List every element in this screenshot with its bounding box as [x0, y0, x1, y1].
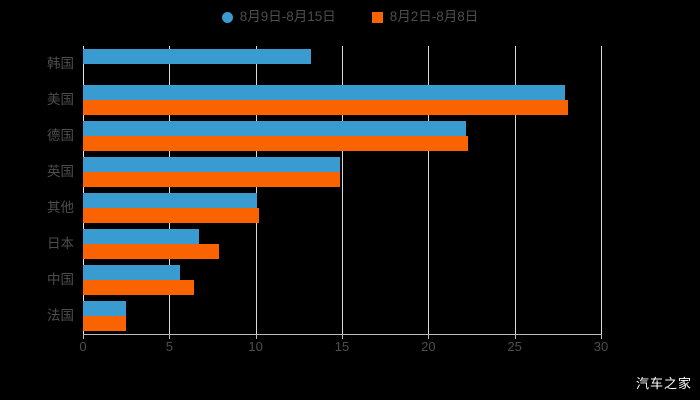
- y-tick-label: 中国: [47, 272, 74, 287]
- bar[interactable]: [83, 121, 467, 136]
- gridline: [255, 46, 257, 334]
- bar[interactable]: [83, 136, 469, 151]
- bar[interactable]: [83, 316, 127, 331]
- x-tick-label: 20: [421, 339, 436, 354]
- bar[interactable]: [83, 208, 260, 223]
- bar-group: [83, 49, 601, 79]
- bar-group: [83, 157, 601, 187]
- gridline: [169, 46, 171, 334]
- bar[interactable]: [83, 193, 258, 208]
- y-tick-label: 英国: [47, 164, 74, 179]
- y-tick-label: 德国: [47, 128, 74, 143]
- y-tick-label: 日本: [47, 236, 74, 251]
- bar-group: [83, 265, 601, 295]
- x-tick-label: 30: [593, 339, 609, 354]
- gridline: [342, 46, 343, 334]
- bar[interactable]: [83, 85, 565, 100]
- tick-mark: [83, 334, 84, 339]
- x-axis-labels: 0 5 10 15 20 25 30: [0, 339, 700, 359]
- tick-mark: [255, 334, 257, 339]
- chart-legend: 8月9日-8月15日 8月2日-8月8日: [0, 6, 700, 28]
- gridline: [83, 46, 84, 334]
- tick-mark: [601, 334, 602, 339]
- circle-marker-icon: [221, 11, 233, 23]
- bar-group: [83, 229, 601, 259]
- x-tick-label: 0: [79, 339, 87, 354]
- bar[interactable]: [83, 49, 311, 64]
- gridline: [514, 46, 516, 334]
- x-tick-label: 25: [507, 339, 522, 354]
- bar-group: [83, 121, 601, 151]
- tick-mark: [428, 334, 430, 339]
- bar[interactable]: [83, 100, 569, 115]
- bar[interactable]: [83, 172, 341, 187]
- gridline: [601, 46, 602, 334]
- bar-group: [83, 85, 601, 115]
- x-tick-label: 5: [165, 339, 173, 354]
- y-axis-labels: 韩国美国德国英国其他日本中国法国: [8, 46, 74, 334]
- y-tick-label: 美国: [47, 92, 74, 107]
- bar[interactable]: [83, 301, 127, 316]
- gridline: [428, 46, 430, 334]
- y-tick-label: 其他: [47, 200, 74, 215]
- legend-item-series-b[interactable]: 8月2日-8月8日: [371, 6, 479, 28]
- watermark: 汽车之家: [635, 376, 692, 391]
- x-tick-label: 15: [334, 339, 350, 354]
- bar[interactable]: [83, 244, 220, 259]
- bar[interactable]: [83, 280, 194, 295]
- bar-group: [83, 193, 601, 223]
- bar-group: [83, 301, 601, 331]
- bar[interactable]: [83, 265, 180, 280]
- tick-mark: [169, 334, 171, 339]
- tick-mark: [342, 334, 343, 339]
- y-tick-label: 法国: [47, 308, 74, 323]
- bar[interactable]: [83, 157, 341, 172]
- bar[interactable]: [83, 229, 199, 244]
- tick-mark: [514, 334, 516, 339]
- legend-item-series-a[interactable]: 8月9日-8月15日: [221, 6, 336, 28]
- legend-label-series-b: 8月2日-8月8日: [389, 9, 479, 24]
- x-tick-label: 10: [248, 339, 263, 354]
- plot-area: [83, 46, 602, 334]
- square-marker-icon: [371, 11, 383, 23]
- legend-label-series-a: 8月9日-8月15日: [239, 9, 336, 24]
- y-tick-label: 韩国: [47, 56, 74, 71]
